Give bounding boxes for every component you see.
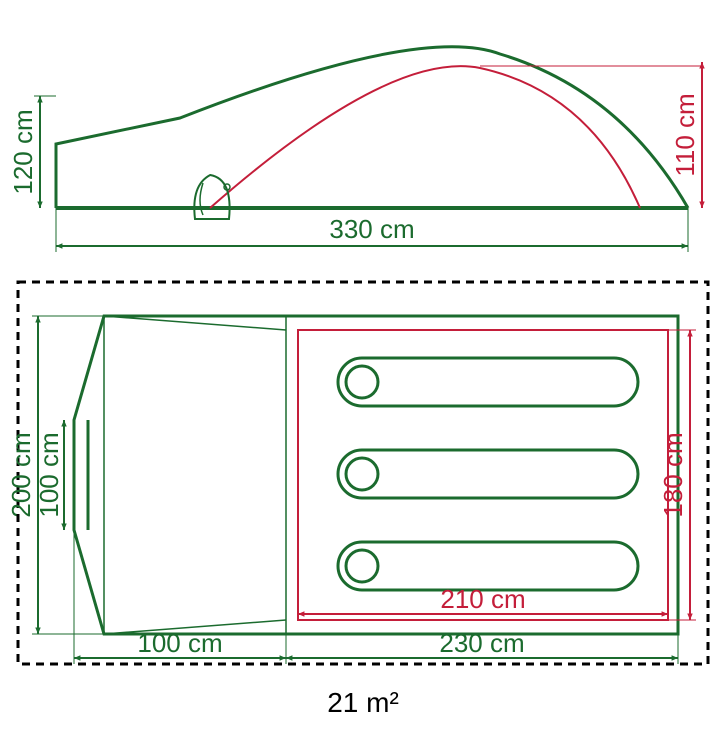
dim-label: 200 cm bbox=[6, 432, 36, 517]
dim-label: 330 cm bbox=[329, 214, 414, 244]
inner-tent bbox=[298, 330, 668, 620]
dim-label: 110 cm bbox=[670, 93, 700, 176]
dim-label: 100 cm bbox=[137, 628, 222, 658]
dim-label: 180 cm bbox=[658, 432, 688, 517]
tent-diagram: 120 cm110 cm330 cm200 cm100 cm180 cm210 … bbox=[0, 0, 726, 730]
tent-side-outline bbox=[56, 47, 688, 208]
tent-footprint bbox=[74, 316, 678, 634]
sleeping-bag bbox=[338, 542, 638, 590]
dim-label: 120 cm bbox=[8, 109, 38, 194]
dim-label: 210 cm bbox=[440, 584, 525, 614]
dim-label: 21 m² bbox=[327, 687, 399, 718]
footprint-frame bbox=[18, 282, 708, 664]
dim-label: 230 cm bbox=[439, 628, 524, 658]
sleeping-bag bbox=[338, 450, 638, 498]
dim-label: 100 cm bbox=[34, 432, 64, 517]
sleeping-bag bbox=[338, 358, 638, 406]
